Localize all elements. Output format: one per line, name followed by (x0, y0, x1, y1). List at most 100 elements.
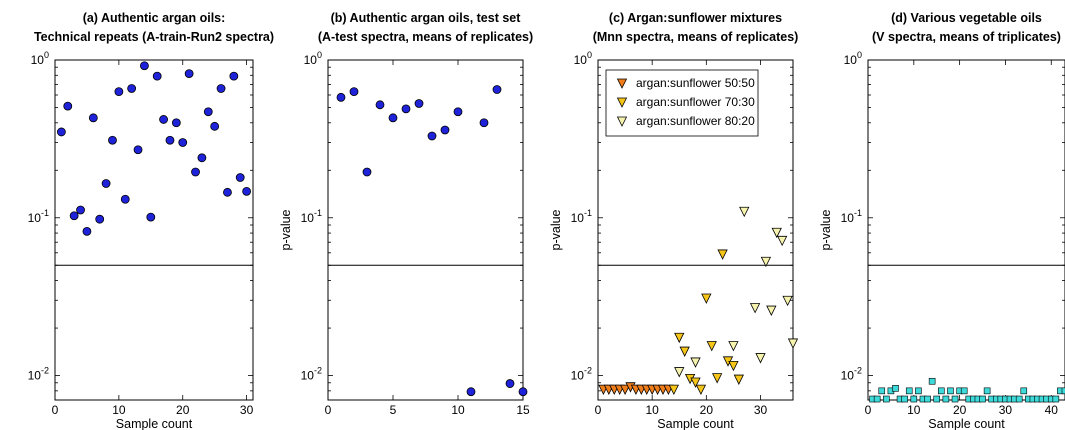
x-axis-label: Sample count (928, 417, 1005, 430)
data-point (883, 395, 890, 403)
panel-title-line1: (b) Authentic argan oils, test set (331, 11, 522, 25)
panel-d: (d) Various vegetable oils (V spectra, me… (819, 11, 1065, 430)
panel-title-line2: (Mnn spectra, means of replicates) (593, 30, 799, 44)
data-point (933, 395, 941, 403)
data-point (905, 387, 913, 395)
y-tick-label: 10-2 (841, 366, 862, 383)
data-point (101, 179, 111, 188)
data-point (892, 385, 899, 392)
x-tick-label: 30 (999, 403, 1013, 417)
data-point (951, 395, 959, 403)
x-tick-label: 20 (953, 403, 967, 417)
panel-title-line1: (c) Argan:sunflower mixtures (609, 11, 782, 25)
y-tick-label: 10-1 (841, 208, 862, 225)
data-point (440, 125, 450, 135)
data-point (701, 293, 712, 304)
y-tick-label: 10-2 (571, 366, 592, 383)
x-tick-label: 10 (907, 403, 921, 417)
data-point (69, 211, 79, 221)
data-point (733, 374, 744, 385)
series-1 (668, 249, 744, 396)
panel-title-line1: (a) Authentic argan oils: (83, 11, 226, 25)
x-tick-label: 0 (325, 403, 332, 417)
data-point (787, 338, 799, 349)
y-tick-label: 100 (304, 50, 322, 67)
x-tick-label: 10 (451, 403, 465, 417)
data-point (1061, 387, 1065, 395)
data-point (336, 92, 346, 102)
data-point (749, 303, 761, 314)
data-point (114, 87, 124, 97)
data-point (95, 214, 105, 224)
data-point (349, 87, 359, 97)
x-tick-label: 40 (1045, 403, 1059, 417)
x-tick-label: 15 (516, 403, 530, 417)
data-point (171, 118, 181, 128)
series-0 (56, 61, 252, 236)
data-point (76, 205, 85, 215)
data-point (679, 346, 690, 357)
x-tick-label: 30 (754, 403, 768, 417)
data-point (690, 357, 701, 368)
data-point (518, 387, 528, 397)
data-point (947, 387, 954, 395)
data-point (197, 153, 207, 163)
data-point (216, 84, 226, 93)
y-tick-label: 10-2 (28, 366, 49, 383)
panel-title-line2: (V spectra, means of triplicates) (872, 30, 1061, 44)
data-point (1052, 395, 1060, 403)
data-point (619, 384, 631, 396)
data-point (82, 226, 92, 236)
data-point (755, 353, 766, 364)
data-point (63, 101, 73, 111)
plot-area (867, 59, 1065, 401)
data-point (924, 395, 931, 403)
x-tick-label: 0 (52, 403, 59, 417)
data-point (152, 71, 162, 81)
data-point (873, 395, 881, 403)
data-point (146, 212, 156, 222)
data-point (223, 187, 232, 197)
x-tick-label: 20 (176, 403, 190, 417)
x-tick-label: 30 (240, 403, 254, 417)
data-point (674, 367, 685, 378)
data-point (942, 395, 950, 403)
data-point (388, 113, 398, 123)
y-tick-label: 10-1 (28, 208, 49, 225)
data-point (191, 167, 200, 177)
data-point (717, 249, 728, 260)
data-point (427, 131, 437, 141)
data-point (766, 305, 777, 316)
data-point (901, 395, 908, 403)
x-tick-label: 5 (390, 403, 397, 417)
data-point (938, 387, 945, 395)
x-axis-label: Sample count (116, 417, 193, 430)
y-tick-label: 100 (844, 50, 862, 67)
data-point (706, 341, 717, 352)
data-point (979, 395, 986, 403)
y-axis-label: p-value (279, 209, 293, 250)
y-tick-label: 100 (574, 50, 592, 67)
y-axis-label: p-value (549, 209, 563, 250)
data-point (777, 235, 788, 247)
data-point (915, 387, 922, 395)
x-tick-label: 10 (112, 403, 126, 417)
data-point (203, 107, 213, 117)
data-point (140, 61, 149, 71)
panel-title-line2: (A-test spectra, means of replicates) (318, 30, 533, 44)
data-point (928, 377, 936, 385)
data-point (492, 85, 502, 94)
panel-title-line2: Technical repeats (A-train-Run2 spectra) (34, 30, 274, 44)
data-point (159, 115, 168, 124)
data-point (1020, 387, 1028, 395)
data-point (674, 332, 685, 344)
legend-marker (616, 116, 628, 127)
data-point (375, 100, 385, 110)
data-point (56, 127, 66, 137)
data-point (88, 113, 98, 123)
panel-c: (c) Argan:sunflower mixtures (Mnn spectra… (549, 11, 798, 430)
plot-area (327, 59, 524, 401)
series-0 (336, 85, 528, 397)
data-point (695, 384, 707, 396)
y-tick-label: 100 (31, 50, 49, 67)
